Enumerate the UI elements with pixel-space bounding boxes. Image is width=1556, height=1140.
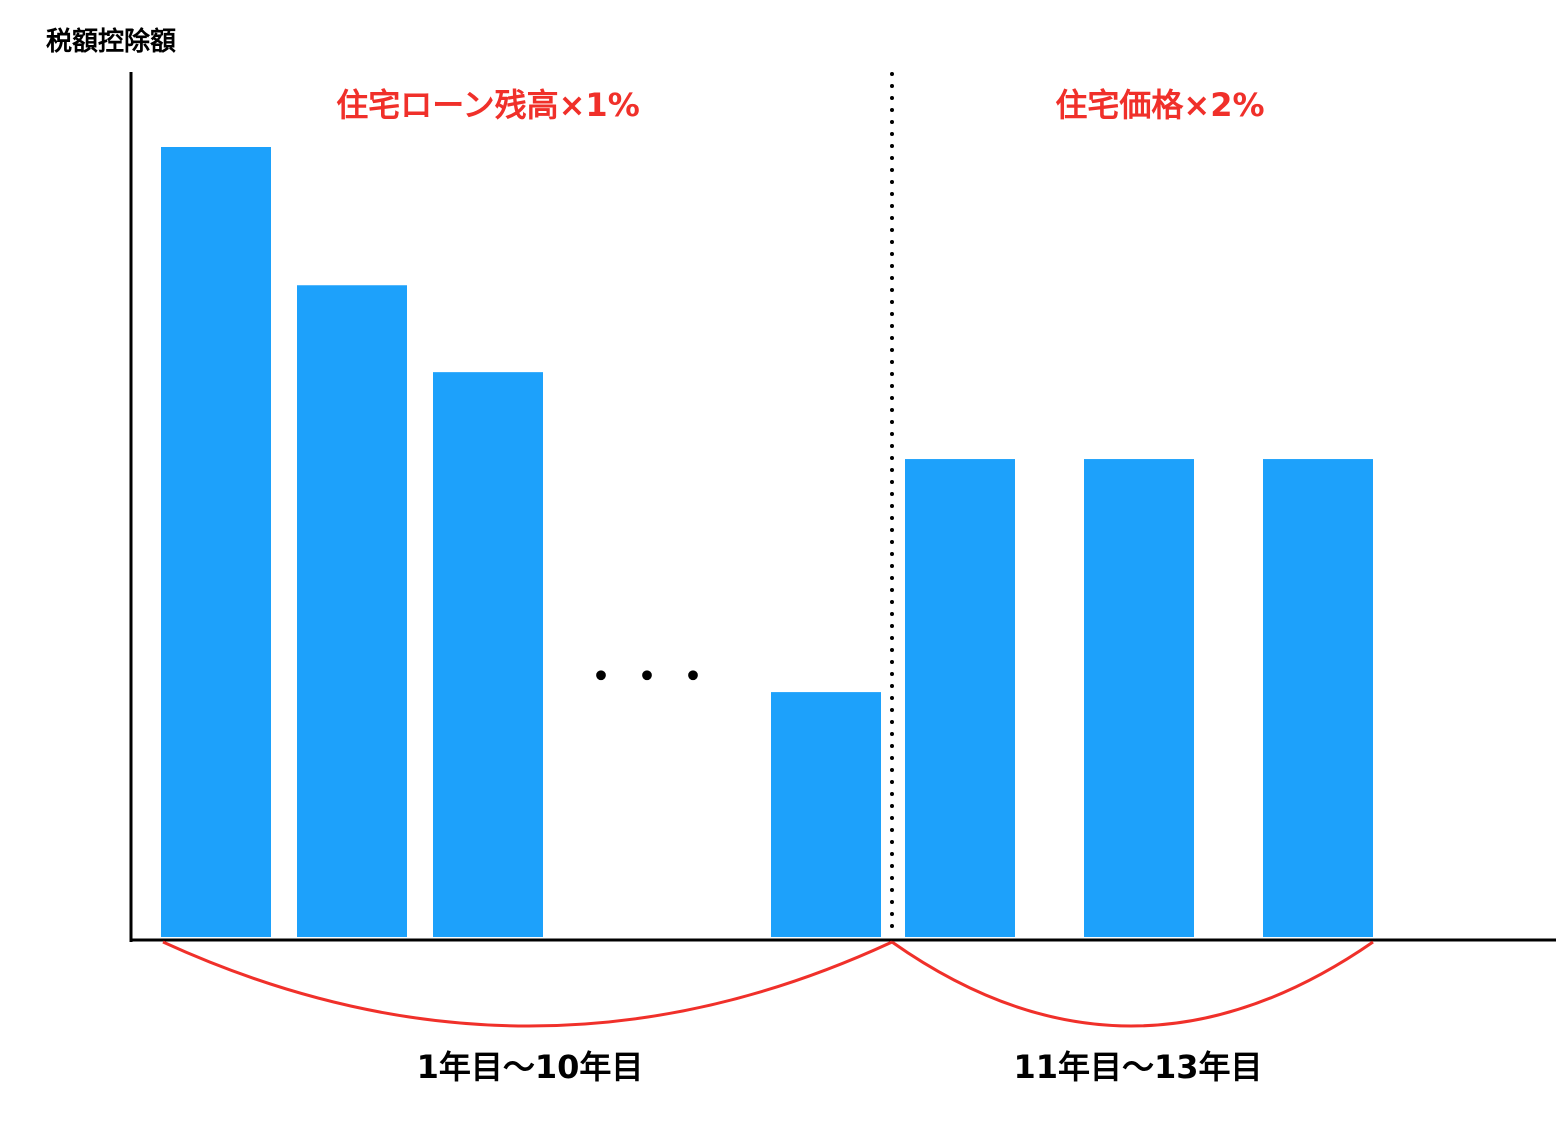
bar-2 [297, 285, 407, 937]
ellipsis-dots: ・・・ [581, 654, 719, 700]
bar-6 [1084, 459, 1194, 937]
bar-5 [905, 459, 1015, 937]
period-label-years-11-13: 11年目〜13年目 [1013, 1048, 1262, 1086]
bar-3 [433, 372, 543, 937]
region-label-loan-balance: 住宅ローン残高×1% [336, 86, 640, 124]
period-label-years-1-10: 1年目〜10年目 [417, 1048, 644, 1086]
bar-1 [161, 147, 271, 937]
y-axis-label: 税額控除額 [46, 26, 176, 57]
region-label-house-price: 住宅価格×2% [1055, 86, 1264, 124]
brace-years-11-13 [891, 940, 1374, 1028]
brace-years-1-10 [162, 940, 893, 1028]
bar-7 [1263, 459, 1373, 937]
bar-4 [771, 692, 881, 937]
bars-layer [161, 147, 1373, 937]
